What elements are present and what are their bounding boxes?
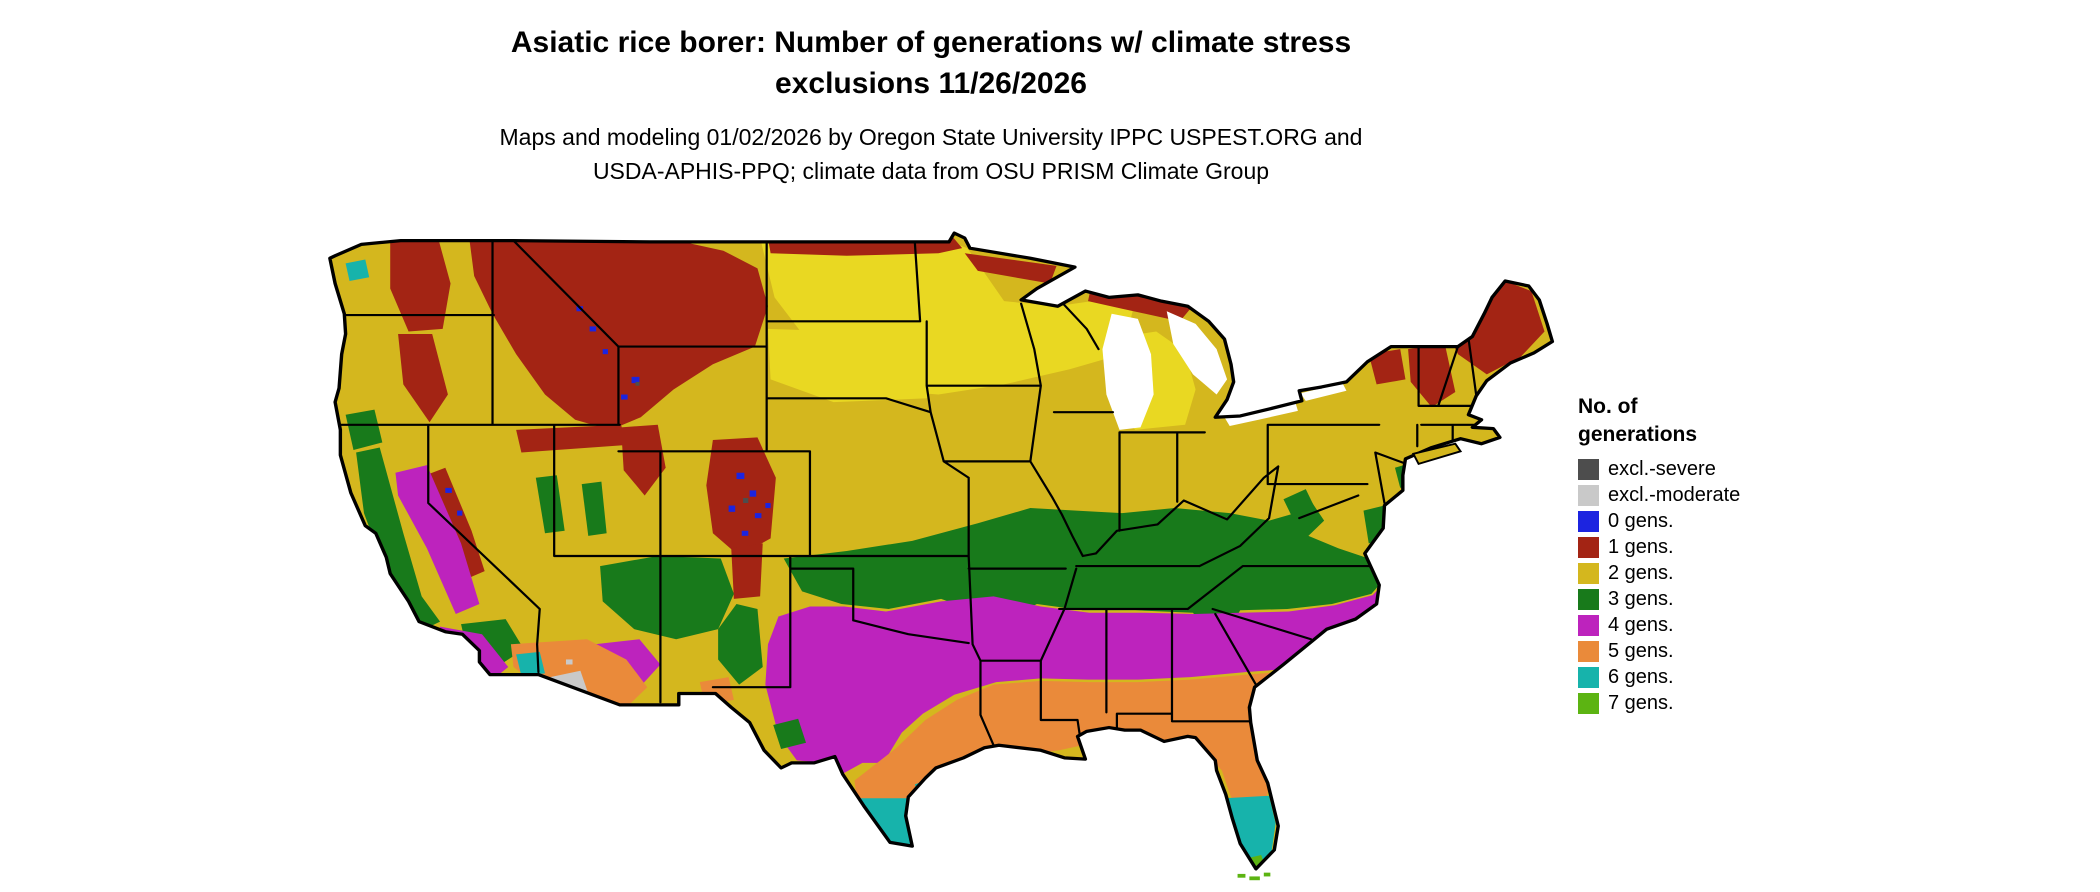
title-line-2: exclusions 11/26/2026 xyxy=(775,67,1087,100)
state-borders xyxy=(337,239,1478,747)
legend-label: 4 gens. xyxy=(1608,613,1674,636)
zone-excl-severe xyxy=(635,381,749,504)
subtitle-line-1: Maps and modeling 01/02/2026 by Oregon S… xyxy=(499,124,1363,150)
legend: No. of generations excl.-severe excl.-mod… xyxy=(1578,393,1828,716)
legend-swatch xyxy=(1578,484,1599,506)
legend-item-4-gens: 4 gens. xyxy=(1578,612,1828,638)
map-fill-layers xyxy=(329,233,1553,869)
florida-keys xyxy=(1237,872,1271,881)
us-generations-map xyxy=(322,228,1555,884)
map-header: Asiatic rice borer: Number of generation… xyxy=(231,22,1631,188)
legend-label: 7 gens. xyxy=(1608,691,1674,714)
legend-label: excl.-moderate xyxy=(1608,483,1741,506)
legend-swatch xyxy=(1578,666,1599,688)
legend-label: 5 gens. xyxy=(1608,639,1674,662)
legend-label: 2 gens. xyxy=(1608,561,1674,584)
legend-title-line-1: No. of xyxy=(1578,395,1638,418)
legend-title: No. of generations xyxy=(1578,393,1828,449)
long-island xyxy=(1411,442,1463,466)
legend-swatch xyxy=(1578,588,1599,610)
legend-item-2-gens: 2 gens. xyxy=(1578,560,1828,586)
legend-item-1-gens: 1 gens. xyxy=(1578,534,1828,560)
legend-item-excl-severe: excl.-severe xyxy=(1578,456,1828,482)
legend-item-0-gens: 0 gens. xyxy=(1578,508,1828,534)
page-subtitle: Maps and modeling 01/02/2026 by Oregon S… xyxy=(231,120,1631,188)
legend-swatch xyxy=(1578,458,1599,480)
legend-label: 3 gens. xyxy=(1608,587,1674,610)
subtitle-line-2: USDA-APHIS-PPQ; climate data from OSU PR… xyxy=(592,158,1270,184)
legend-item-7-gens: 7 gens. xyxy=(1578,690,1828,716)
us-map-svg xyxy=(328,231,1555,881)
legend-title-line-2: generations xyxy=(1578,423,1698,446)
legend-label: excl.-severe xyxy=(1608,457,1716,480)
legend-item-3-gens: 3 gens. xyxy=(1578,586,1828,612)
legend-swatch xyxy=(1578,640,1599,662)
legend-items: excl.-severe excl.-moderate 0 gens. 1 ge… xyxy=(1578,456,1828,716)
legend-label: 1 gens. xyxy=(1608,535,1674,558)
legend-swatch xyxy=(1578,536,1599,558)
legend-swatch xyxy=(1578,510,1599,532)
page-title: Asiatic rice borer: Number of generation… xyxy=(231,22,1631,104)
legend-item-excl-moderate: excl.-moderate xyxy=(1578,482,1828,508)
title-line-1: Asiatic rice borer: Number of generation… xyxy=(510,26,1352,59)
great-lakes xyxy=(1102,311,1347,430)
legend-swatch xyxy=(1578,614,1599,636)
us-outline xyxy=(328,231,1555,871)
legend-swatch xyxy=(1578,692,1599,714)
legend-label: 0 gens. xyxy=(1608,509,1674,532)
legend-label: 6 gens. xyxy=(1608,665,1674,688)
legend-item-6-gens: 6 gens. xyxy=(1578,664,1828,690)
zone-3-gens-west xyxy=(718,603,807,750)
legend-item-5-gens: 5 gens. xyxy=(1578,638,1828,664)
legend-swatch xyxy=(1578,562,1599,584)
